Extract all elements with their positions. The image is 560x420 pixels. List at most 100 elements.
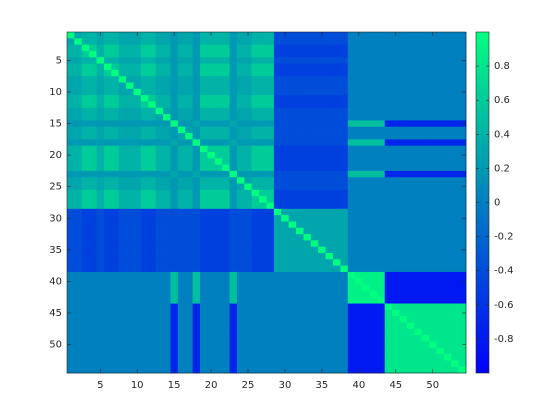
heatmap-cell — [340, 107, 349, 115]
heatmap-cell — [340, 95, 349, 102]
heatmap-cell — [288, 316, 297, 323]
heatmap-cell — [244, 354, 253, 361]
heatmap-cell — [443, 316, 452, 323]
heatmap-cell — [126, 38, 134, 46]
heatmap-cell — [266, 303, 275, 311]
heatmap-cell — [214, 278, 223, 285]
heatmap-cell — [369, 57, 378, 64]
heatmap-cell — [384, 145, 393, 153]
heatmap-cell — [148, 145, 157, 153]
heatmap-cell — [377, 316, 386, 323]
heatmap-cell — [89, 114, 97, 121]
heatmap-cell — [207, 227, 216, 235]
heatmap-cell — [318, 240, 327, 248]
heatmap-cell — [207, 246, 216, 254]
heatmap-cell — [111, 303, 120, 311]
heatmap-cell — [281, 63, 290, 71]
heatmap-cell — [414, 57, 423, 64]
heatmap-cell — [458, 221, 467, 229]
heatmap-cell — [333, 347, 341, 355]
heatmap-cell — [236, 208, 245, 216]
heatmap-cell — [103, 139, 112, 147]
heatmap-cell — [266, 63, 275, 71]
heatmap-cell — [177, 347, 186, 355]
heatmap-cell — [310, 76, 319, 83]
heatmap-cell — [377, 196, 386, 203]
heatmap-cell — [126, 341, 134, 349]
heatmap-cell — [89, 120, 97, 128]
heatmap-cell — [251, 50, 260, 58]
heatmap-cell — [200, 107, 208, 115]
heatmap-cell — [222, 114, 230, 121]
heatmap-cell — [296, 139, 304, 147]
heatmap-cell — [89, 57, 97, 64]
heatmap-cell — [296, 240, 304, 248]
heatmap-cell — [259, 164, 267, 172]
heatmap-cell — [429, 50, 437, 58]
heatmap-cell — [266, 107, 275, 115]
heatmap-cell — [126, 303, 134, 311]
heatmap-cell — [443, 196, 452, 203]
heatmap-cell — [458, 177, 467, 184]
heatmap-cell — [347, 38, 356, 46]
heatmap-cell — [81, 145, 90, 153]
heatmap-cell — [392, 120, 400, 128]
heatmap-cell — [399, 227, 408, 235]
heatmap-cell — [303, 69, 312, 77]
heatmap-cell — [384, 95, 393, 102]
heatmap-cell — [163, 227, 171, 235]
heatmap-cell — [310, 196, 319, 203]
heatmap-cell — [414, 63, 423, 71]
heatmap-cell — [236, 253, 245, 260]
heatmap-cell — [369, 133, 378, 140]
heatmap-cell — [155, 234, 164, 241]
heatmap-cell — [170, 133, 179, 140]
heatmap-cell — [200, 360, 208, 368]
heatmap-cell — [81, 265, 90, 273]
heatmap-cell — [200, 50, 208, 58]
heatmap-cell — [333, 126, 341, 134]
heatmap-cell — [81, 164, 90, 172]
heatmap-cell — [318, 50, 327, 58]
heatmap-cell — [443, 63, 452, 71]
heatmap-cell — [126, 126, 134, 134]
heatmap-cell — [96, 335, 105, 342]
heatmap-cell — [155, 76, 164, 83]
heatmap-cell — [347, 366, 356, 374]
heatmap-cell — [281, 145, 290, 153]
heatmap-cell — [377, 328, 386, 336]
heatmap-cell — [74, 240, 83, 248]
heatmap-cell — [458, 50, 467, 58]
heatmap-cell — [192, 151, 201, 159]
heatmap-cell — [406, 32, 415, 39]
heatmap-cell — [148, 139, 157, 147]
heatmap-cell — [244, 145, 253, 153]
heatmap-cell — [377, 208, 386, 216]
heatmap-cell — [340, 126, 349, 134]
heatmap-cell — [325, 202, 334, 210]
heatmap-cell — [251, 63, 260, 71]
heatmap-cell — [155, 309, 164, 317]
heatmap-cell — [222, 284, 230, 292]
heatmap-cell — [273, 158, 282, 166]
heatmap-cell — [163, 69, 171, 77]
heatmap-cell — [155, 95, 164, 102]
heatmap-cell — [192, 284, 201, 292]
heatmap-cell — [429, 44, 437, 52]
heatmap-cell — [325, 82, 334, 90]
heatmap-cell — [369, 246, 378, 254]
heatmap-cell — [443, 88, 452, 96]
heatmap-cell — [369, 145, 378, 153]
heatmap-cell — [273, 366, 282, 374]
heatmap-cell — [333, 309, 341, 317]
heatmap-cell — [74, 114, 83, 121]
colorbar-tick-label: 0.2 — [494, 163, 510, 174]
heatmap-cell — [133, 354, 142, 361]
heatmap-cell — [89, 309, 97, 317]
heatmap-cell — [155, 183, 164, 191]
heatmap-cell — [244, 347, 253, 355]
heatmap-cell — [222, 322, 230, 330]
heatmap-cell — [451, 278, 460, 285]
heatmap-cell — [126, 253, 134, 260]
heatmap-cell — [133, 114, 142, 121]
